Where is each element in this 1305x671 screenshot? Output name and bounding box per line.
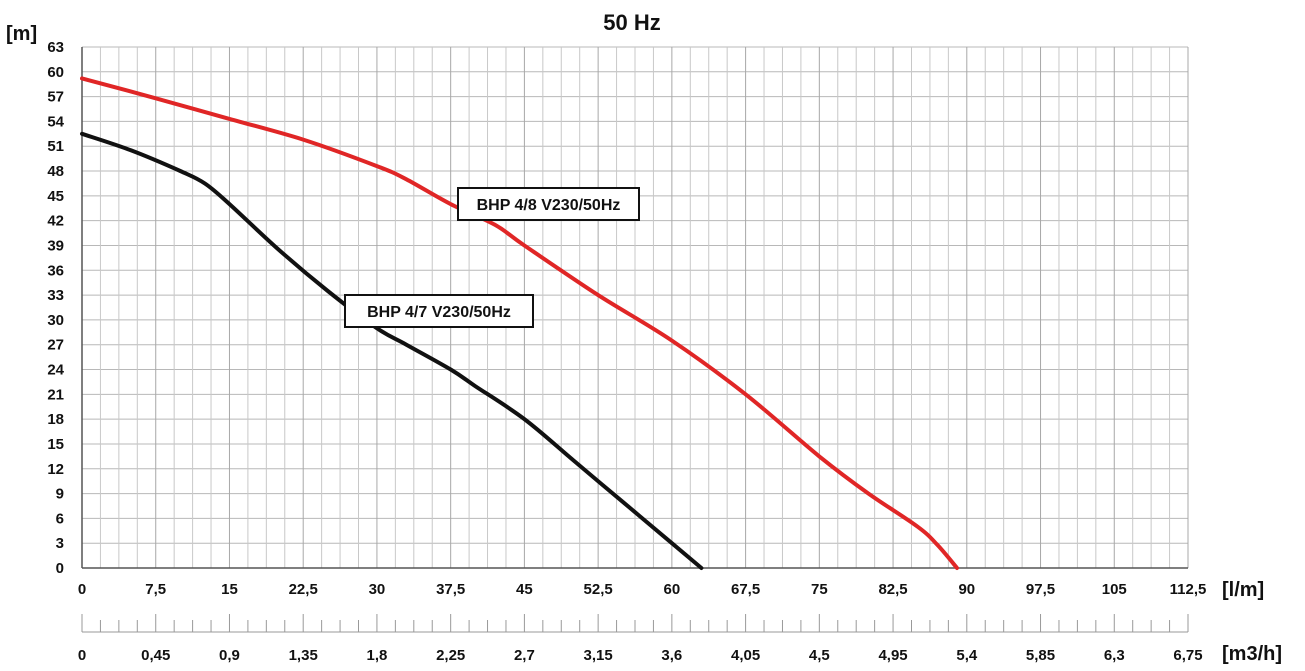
y-tick-label: 12 [47,461,64,478]
x2-tick-label: 6,3 [1104,647,1125,664]
x-tick-label: 67,5 [731,581,760,598]
x-tick-label: 75 [811,581,828,598]
y-tick-label: 33 [47,287,64,304]
secondary-x-axis: 0 0,45 0,9 1,35 1,8 2,25 2,7 3,15 3,6 4,05 4,5 4,95… [78,614,1203,664]
x2-tick-label: 2,25 [436,647,465,664]
y-tick-label: 57 [47,89,64,106]
series-label-box-47-frame [344,294,534,328]
x-tick-labels: 0 7,5 15 22,5 30 37,5 45 52,5 60 67,5 75 82,5 90 97,5… [78,581,1207,598]
x2-tick-label: 1,35 [289,647,318,664]
y-tick-label: 24 [47,362,64,379]
series-label-box-48: BHP 4/8 V230/50Hz [457,187,640,221]
x-axis-label: [l/m] [1222,579,1264,601]
x2-tick-label: 3,6 [661,647,682,664]
y-tick-label: 15 [47,436,64,453]
x-tick-label: 22,5 [289,581,318,598]
y-tick-label: 51 [47,138,64,155]
x-tick-label: 112,5 [1170,581,1207,598]
y-tick-label: 63 [47,39,64,56]
x-tick-label: 60 [664,581,681,598]
y-tick-label: 3 [56,535,64,552]
y-tick-label: 18 [47,411,64,428]
x2-tick-label: 6,75 [1173,647,1202,664]
y-tick-label: 42 [47,213,64,230]
x2-tick-label: 5,85 [1026,647,1055,664]
x-tick-label: 0 [78,581,86,598]
x-tick-label: 37,5 [436,581,465,598]
grid [81,46,1189,569]
x-tick-label: 30 [369,581,386,598]
y-tick-label: 9 [56,486,64,503]
y-tick-label: 60 [47,64,64,81]
x-tick-label: 15 [221,581,238,598]
x-tick-label: 52,5 [584,581,613,598]
x-tick-label: 90 [958,581,975,598]
y-tick-label: 30 [47,312,64,329]
x2-tick-label: 3,15 [584,647,613,664]
x-tick-label: 45 [516,581,533,598]
series-line-bhp-4-8 [80,76,959,570]
y-axis-label: [m] [6,23,37,45]
y-tick-label: 27 [47,337,64,354]
y-tick-label: 6 [56,510,64,527]
y-tick-label: 36 [47,262,64,279]
y-tick-label: 48 [47,163,64,180]
x2-tick-label: 4,95 [878,647,907,664]
series-line-bhp-4-7 [80,131,704,570]
series-label-box-48-frame [457,187,640,221]
x2-tick-label: 4,05 [731,647,760,664]
x2-tick-label: 2,7 [514,647,535,664]
y-tick-label: 0 [56,560,64,577]
series-label-box-47: BHP 4/7 V230/50Hz [344,294,534,328]
series-lines [80,76,959,570]
x-tick-label: 105 [1102,581,1127,598]
chart-title: 50 Hz [603,10,660,35]
x-tick-label: 82,5 [878,581,907,598]
x2-tick-label: 4,5 [809,647,830,664]
y-tick-label: 21 [47,386,64,403]
y-tick-label: 39 [47,237,64,254]
x-tick-label: 97,5 [1026,581,1055,598]
x2-tick-label: 0 [78,647,86,664]
series-label-bhp-4-7: BHP 4/7 V230/50Hz [367,304,511,321]
x2-tick-label: 5,4 [956,647,978,664]
x2-tick-label: 0,45 [141,647,170,664]
x2-axis-label: [m3/h] [1222,643,1282,665]
x2-tick-label: 1,8 [367,647,388,664]
y-tick-label: 45 [47,188,64,205]
x2-tick-label: 0,9 [219,647,240,664]
y-tick-label: 54 [47,113,64,130]
series-label-bhp-4-8: BHP 4/8 V230/50Hz [477,197,621,214]
x-tick-label: 7,5 [145,581,166,598]
